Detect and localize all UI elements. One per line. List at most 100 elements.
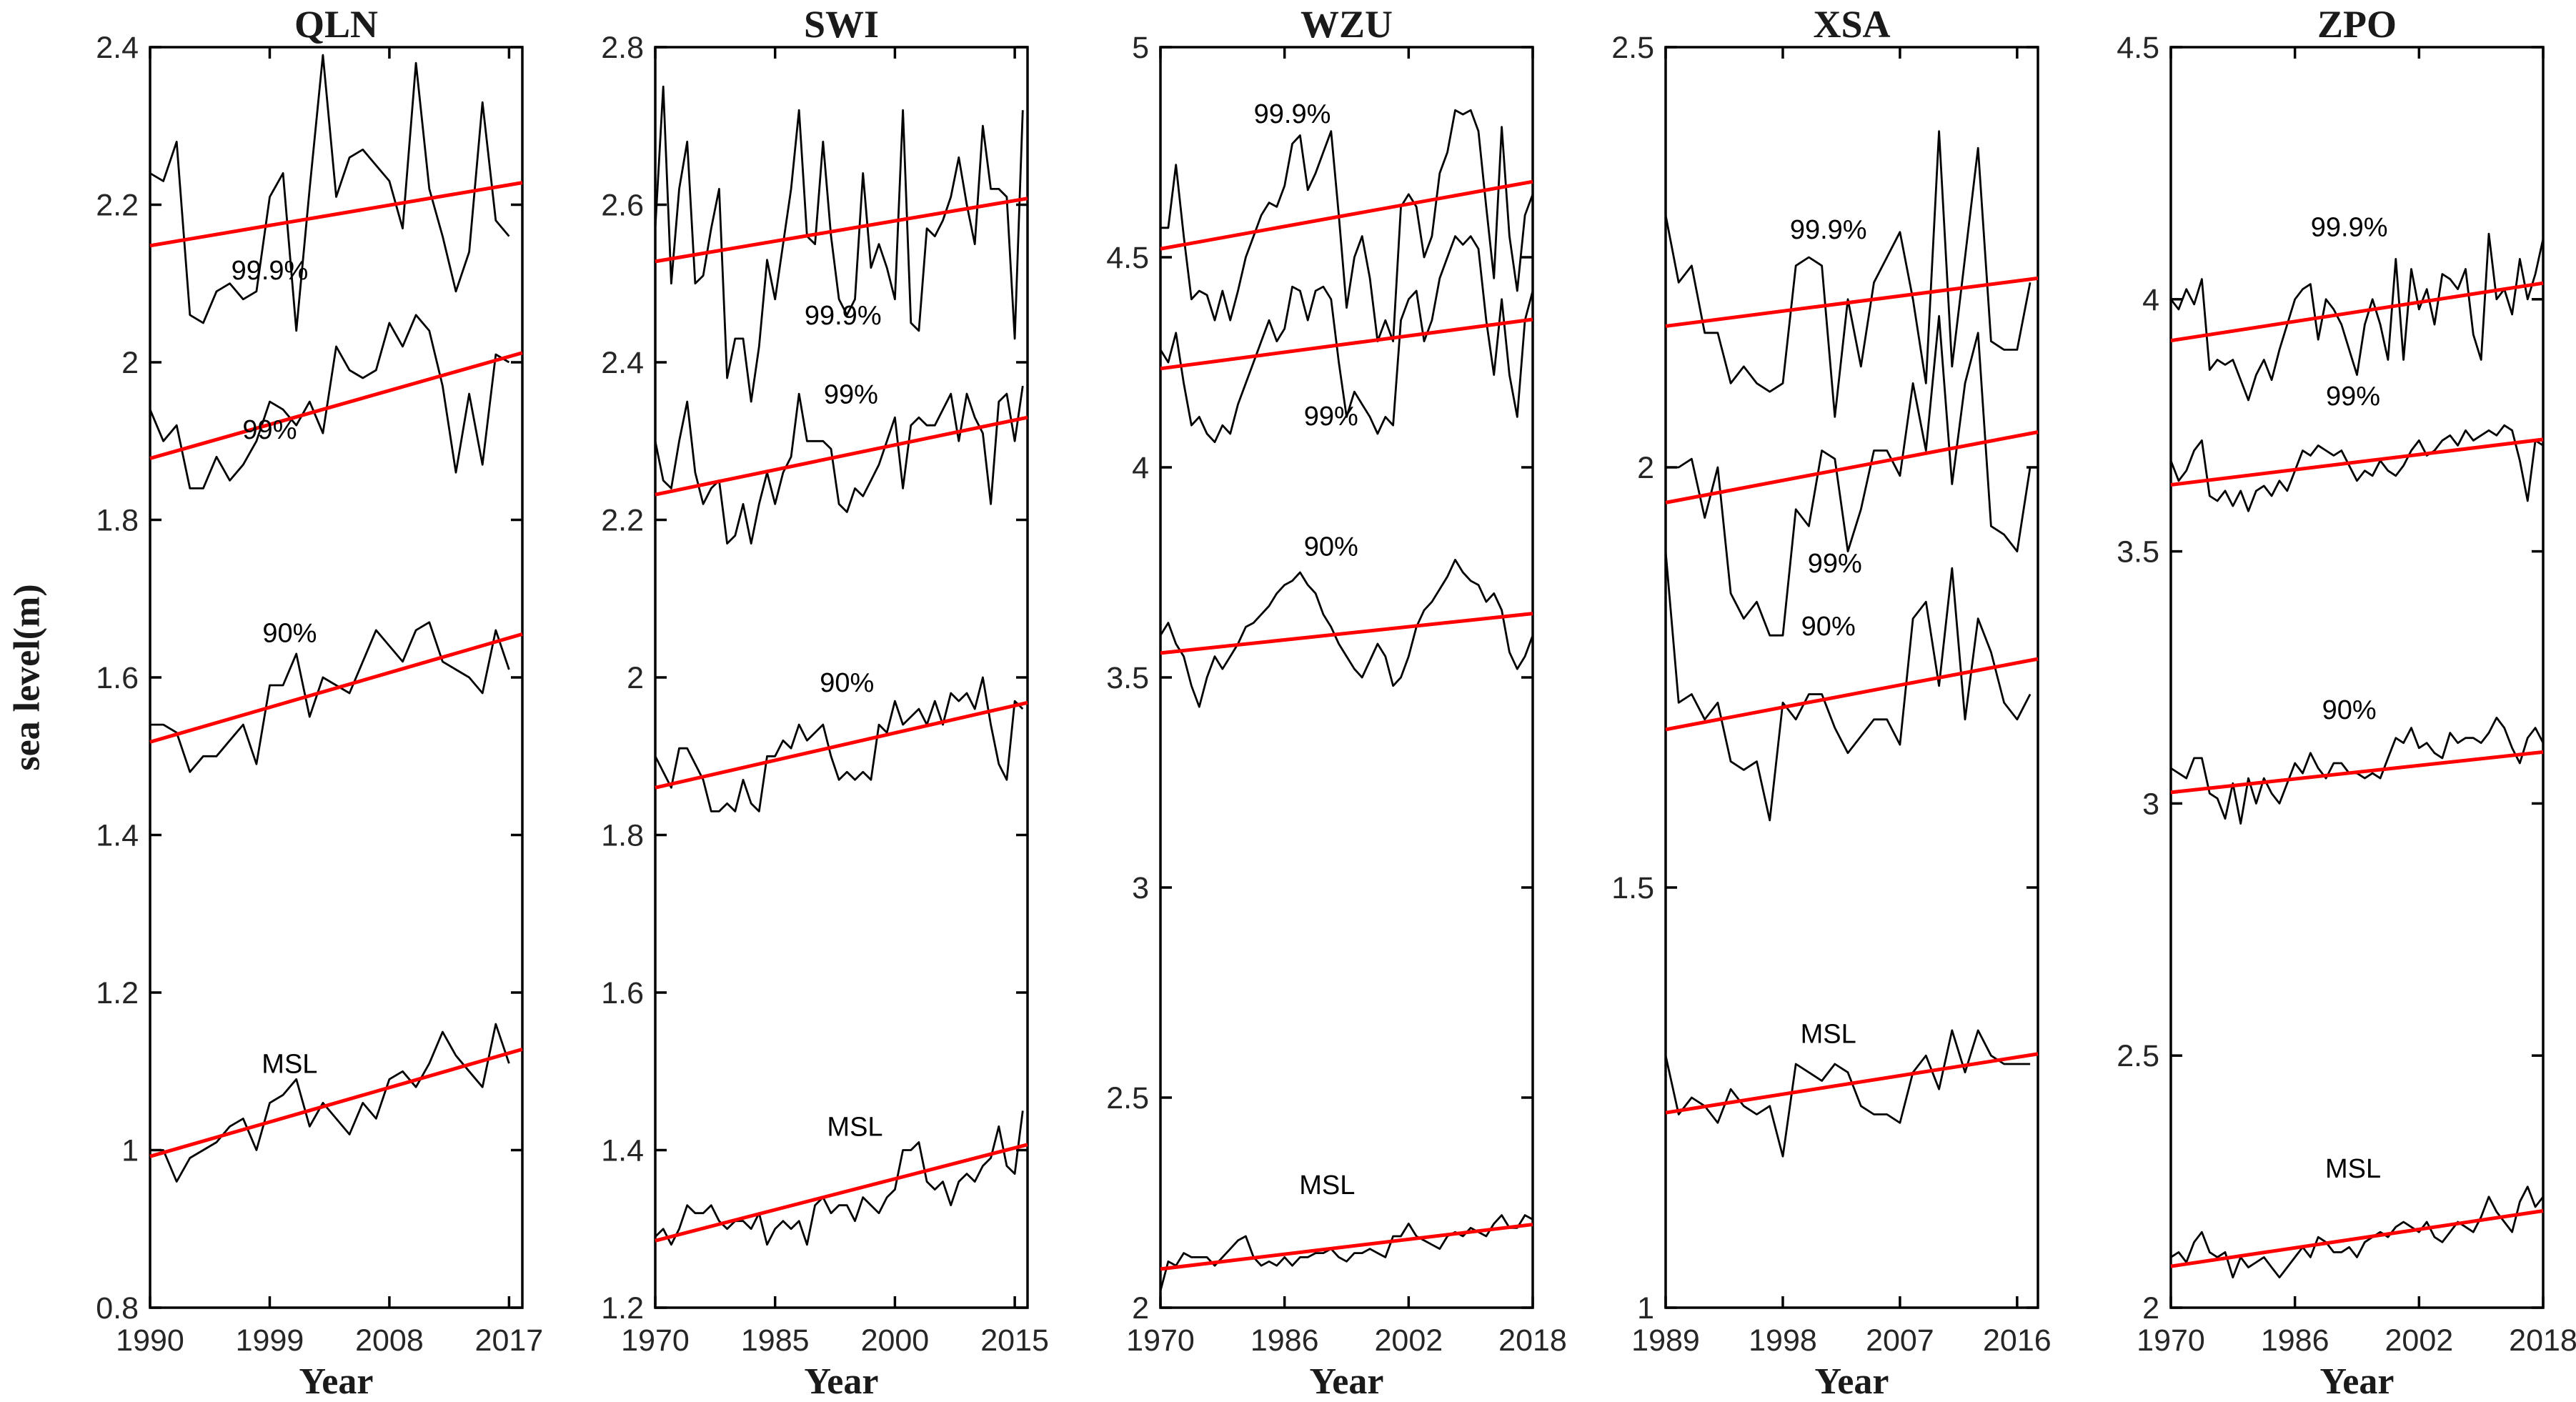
y-tick-label: 1.2	[96, 976, 139, 1010]
trend-line-99-9pct	[655, 197, 1028, 264]
trend-line-msl	[1160, 1223, 1533, 1271]
trend-line-msl	[1665, 1052, 2039, 1115]
x-tick-label: 1985	[741, 1323, 810, 1358]
series-line-99-9pct	[654, 85, 1024, 403]
trend-line-90pct	[655, 700, 1028, 790]
trend-line-99pct	[1160, 317, 1533, 371]
x-tick-label: 1999	[236, 1323, 304, 1358]
series-label-99pct: 99%	[1304, 402, 1358, 432]
series-line-99pct	[149, 314, 510, 489]
x-tick-label: 1986	[2261, 1323, 2329, 1358]
series-line-90pct	[654, 676, 1024, 812]
y-tick-label: 1	[1637, 1291, 1654, 1326]
trend-line-msl	[655, 1143, 1028, 1243]
y-tick-label: 2.4	[601, 346, 644, 380]
panel-swi: SWI 1.2 1.4 1.6 1.8 2 2.2 2.4 2.6 2.8 1970 1985 2000…	[555, 0, 1060, 1402]
series-label-msl: MSL	[2325, 1154, 2381, 1184]
series-label-99-9pct: 99.9%	[1254, 99, 1331, 129]
y-tick-label: 4	[1132, 451, 1149, 485]
series-line-msl	[2170, 1185, 2545, 1279]
x-tick-label: 2016	[1983, 1323, 2052, 1358]
y-tick-label: 4	[2142, 283, 2159, 317]
y-tick-label: 2.5	[1611, 31, 1654, 65]
trend-line-99-9pct	[2170, 281, 2544, 343]
panel-title: SWI	[804, 3, 879, 46]
series-label-99pct: 99%	[242, 415, 297, 445]
x-tick-label: 1986	[1250, 1323, 1319, 1358]
y-tick-label: 1.6	[96, 661, 139, 695]
trend-line-99pct	[2170, 437, 2544, 487]
panel-qln: QLN 0.8 1 1.2 1.4 1.6 1.8 2 2.2 2.4 1990 1999 2008 20…	[50, 0, 555, 1402]
series-label-90pct: 90%	[2322, 695, 2377, 725]
panel-title: ZPO	[2317, 3, 2397, 46]
panel-xsa-chart: XSA 1 1.5 2 2.5 1989 1998 2007 2016 99.9% 99% 90% MS…	[1611, 3, 2052, 1402]
x-axis-title: Year	[2320, 1361, 2395, 1398]
panel-qln-chart: QLN 0.8 1 1.2 1.4 1.6 1.8 2 2.2 2.4 1990 1999 2008 20…	[96, 3, 544, 1402]
x-tick-label: 2007	[1866, 1323, 1934, 1358]
y-tick-label: 1.8	[601, 819, 644, 853]
series-label-msl: MSL	[262, 1049, 317, 1079]
series-line-99pct	[1159, 235, 1534, 444]
series-label-90pct: 90%	[820, 668, 874, 698]
y-axis-label-column: sea level(m)	[0, 0, 50, 1398]
trend-line-99-9pct	[149, 181, 523, 248]
y-tick-label: 2.5	[1106, 1081, 1149, 1115]
x-tick-label: 2000	[861, 1323, 930, 1358]
trend-line-99pct	[149, 351, 523, 460]
series-line-msl	[655, 1110, 1024, 1246]
y-tick-label: 4.5	[2117, 31, 2159, 65]
series-label-99pct: 99%	[2326, 382, 2380, 412]
plot-box	[1159, 46, 1534, 1309]
panel-title: WZU	[1301, 3, 1393, 46]
series-line-99pct	[2169, 424, 2544, 512]
x-axis-title: Year	[299, 1361, 374, 1398]
series-line-90pct	[1664, 551, 2032, 822]
x-tick-label: 2002	[1374, 1323, 1443, 1358]
panel-zpo: ZPO 2 2.5 3 3.5 4 4.5 1970 1986 2002 2018 99.9% 99% 9…	[2071, 0, 2576, 1402]
y-tick-label: 5	[1132, 31, 1149, 65]
x-tick-label: 2002	[2384, 1323, 2453, 1358]
y-tick-label: 3.5	[1106, 661, 1149, 695]
series-line-99-9pct	[149, 54, 510, 332]
series-line-90pct	[150, 621, 510, 773]
x-tick-label: 1990	[116, 1323, 184, 1358]
series-label-99pct: 99%	[1808, 549, 1862, 579]
plot-box	[1664, 46, 2039, 1309]
trend-line-99pct	[1665, 430, 2039, 504]
y-tick-label: 1.4	[601, 1134, 644, 1168]
series-line-msl	[1664, 1029, 2031, 1158]
y-tick-label: 3.5	[2117, 535, 2159, 570]
series-label-99-9pct: 99.9%	[2311, 213, 2388, 243]
y-axis-label: sea level(m)	[6, 584, 48, 771]
series-label-msl: MSL	[1299, 1170, 1355, 1200]
series-line-99-9pct	[1160, 109, 1534, 343]
series-line-90pct	[1159, 559, 1534, 708]
y-tick-label: 0.8	[96, 1291, 139, 1326]
y-tick-label: 2.8	[601, 31, 644, 65]
x-axis-title: Year	[805, 1361, 879, 1398]
y-tick-label: 1	[121, 1134, 139, 1168]
y-tick-label: 2.2	[96, 189, 139, 223]
y-tick-label: 1.5	[1611, 871, 1654, 905]
series-label-msl: MSL	[1801, 1020, 1856, 1050]
trend-line-90pct	[149, 632, 523, 744]
series-label-99-9pct: 99.9%	[232, 256, 309, 286]
y-tick-label: 2.4	[96, 31, 139, 65]
x-tick-label: 1970	[621, 1323, 690, 1358]
series-label-99pct: 99%	[824, 379, 878, 409]
trend-line-90pct	[1160, 612, 1533, 655]
y-tick-label: 1.4	[96, 819, 139, 853]
chart-panels: QLN 0.8 1 1.2 1.4 1.6 1.8 2 2.2 2.4 1990 1999 2008 20…	[50, 0, 2576, 1402]
x-tick-label: 1998	[1749, 1323, 1817, 1358]
series-line-99-9pct	[2169, 232, 2545, 402]
y-tick-label: 3	[2142, 787, 2159, 821]
x-tick-label: 1970	[1126, 1323, 1195, 1358]
panel-title: XSA	[1813, 3, 1890, 46]
y-tick-label: 3	[1132, 871, 1149, 905]
series-label-90pct: 90%	[1304, 532, 1358, 562]
series-label-msl: MSL	[827, 1113, 882, 1143]
series-line-99pct	[1666, 314, 2032, 637]
x-tick-label: 2017	[475, 1323, 544, 1358]
x-tick-label: 1970	[2137, 1323, 2205, 1358]
trend-line-90pct	[2170, 750, 2544, 795]
